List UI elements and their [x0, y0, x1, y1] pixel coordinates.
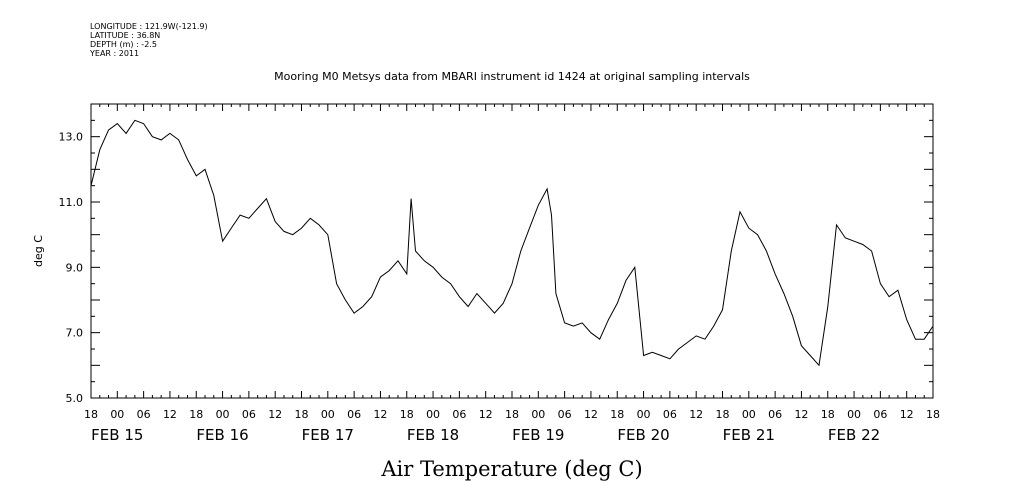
- plot-frame: [90, 103, 934, 399]
- y-tick-label: 5.0: [66, 392, 84, 405]
- latitude-label: LATITUDE : 36.8N: [90, 31, 161, 40]
- x-hour-label: 06: [242, 408, 256, 421]
- x-hour-label: 06: [663, 408, 677, 421]
- y-tick-label: 9.0: [66, 261, 84, 274]
- metadata-block: LONGITUDE : 121.9W(-121.9) LATITUDE : 36…: [90, 22, 208, 58]
- x-hour-label: 06: [558, 408, 572, 421]
- x-hour-label: 12: [794, 408, 808, 421]
- series-line-air-temperature: [90, 119, 934, 367]
- y-tick-label: 7.0: [66, 327, 84, 340]
- x-hour-label: 18: [926, 408, 940, 421]
- x-hour-label: 18: [295, 408, 309, 421]
- x-hour-label: 12: [268, 408, 282, 421]
- x-hour-label: 06: [347, 408, 361, 421]
- x-hour-label: 06: [873, 408, 887, 421]
- x-hour-label: 00: [847, 408, 861, 421]
- x-hour-label: 00: [637, 408, 651, 421]
- y-tick-label: 13.0: [59, 131, 84, 144]
- x-date-label: FEB 21: [723, 426, 775, 444]
- chart-title: Mooring M0 Metsys data from MBARI instru…: [274, 70, 750, 83]
- x-date-label: FEB 16: [196, 426, 248, 444]
- y-tick-label: 11.0: [59, 196, 84, 209]
- x-date-label: FEB 15: [91, 426, 143, 444]
- x-hour-label: 18: [400, 408, 414, 421]
- x-hour-label: 00: [426, 408, 440, 421]
- x-tick-labels: 18 00 06 12 18 00 06 12 18 00 06 12 18 00 06 12 18 00 06 12…: [84, 408, 940, 421]
- x-date-label: FEB 22: [828, 426, 880, 444]
- axis-ticks: [90, 103, 934, 399]
- x-hour-label: 12: [900, 408, 914, 421]
- x-hour-label: 00: [531, 408, 545, 421]
- x-date-label: FEB 20: [617, 426, 669, 444]
- x-hour-label: 18: [610, 408, 624, 421]
- longitude-label: LONGITUDE : 121.9W(-121.9): [90, 22, 208, 31]
- x-hour-label: 00: [216, 408, 230, 421]
- x-date-label: FEB 19: [512, 426, 564, 444]
- x-hour-label: 12: [163, 408, 177, 421]
- x-hour-label: 06: [452, 408, 466, 421]
- x-hour-label: 18: [505, 408, 519, 421]
- x-hour-label: 12: [584, 408, 598, 421]
- y-axis-label: deg C: [32, 235, 45, 267]
- x-hour-label: 00: [110, 408, 124, 421]
- x-date-label: FEB 17: [302, 426, 354, 444]
- x-hour-label: 06: [768, 408, 782, 421]
- x-hour-label: 18: [716, 408, 730, 421]
- x-date-label: FEB 18: [407, 426, 459, 444]
- y-tick-labels: 5.0 7.0 9.0 11.0 13.0: [59, 131, 84, 405]
- x-hour-label: 18: [821, 408, 835, 421]
- x-hour-label: 18: [84, 408, 98, 421]
- x-date-labels: FEB 15 FEB 16 FEB 17 FEB 18 FEB 19 FEB 20 FEB …: [91, 426, 880, 444]
- x-hour-label: 00: [321, 408, 335, 421]
- x-hour-label: 12: [689, 408, 703, 421]
- x-hour-label: 12: [373, 408, 387, 421]
- x-hour-label: 06: [137, 408, 151, 421]
- depth-label: DEPTH (m) : -2.5: [90, 40, 157, 49]
- x-hour-label: 12: [479, 408, 493, 421]
- year-label: YEAR : 2011: [90, 49, 140, 58]
- x-hour-label: 00: [742, 408, 756, 421]
- x-hour-label: 18: [189, 408, 203, 421]
- x-axis-label: Air Temperature (deg C): [380, 457, 642, 481]
